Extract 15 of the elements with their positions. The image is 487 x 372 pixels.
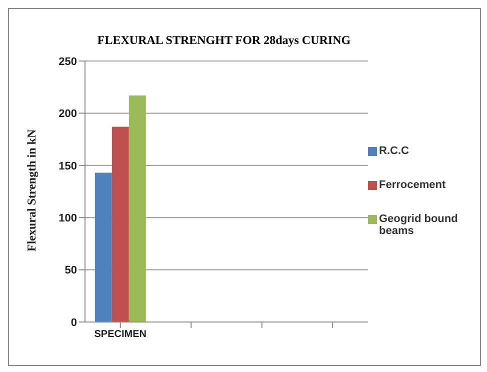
y-tick-label: 100 (58, 212, 77, 225)
bar (112, 126, 129, 322)
chart-title: FLEXURAL STRENGHT FOR 28days CURING (96, 33, 352, 48)
legend-label: Ferrocement (379, 178, 446, 190)
y-tick-label: 0 (70, 316, 77, 329)
y-tick-label: 50 (64, 264, 77, 277)
y-tick-label: 250 (58, 56, 77, 68)
legend-label: Geogrid bound beams (379, 212, 459, 236)
y-tick-label: 150 (58, 160, 77, 172)
y-axis-title: Flexural Strength in kN (24, 129, 38, 252)
y-tick-label: 200 (58, 108, 77, 120)
bar (94, 172, 112, 322)
x-tick-label: SPECIMEN (94, 329, 146, 340)
legend-label: R.C.C (379, 144, 409, 156)
bar (128, 95, 146, 322)
